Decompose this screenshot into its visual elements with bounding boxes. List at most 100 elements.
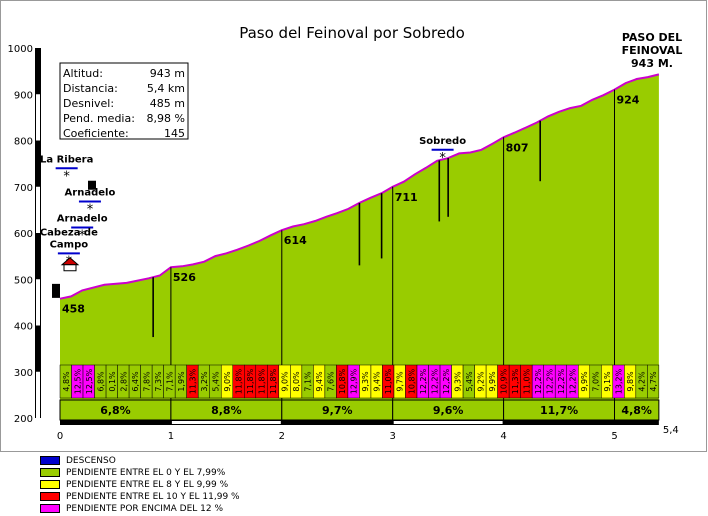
grade-cell-label: 9,4% bbox=[373, 371, 382, 392]
grade-cell-label: 4,8% bbox=[62, 371, 71, 392]
km-altitude-label: 458 bbox=[62, 303, 85, 316]
grade-cell-label: 9,1% bbox=[603, 371, 612, 392]
legend-item: PENDIENTE ENTRE EL 10 Y EL 11,99 % bbox=[40, 492, 240, 503]
grade-cell-label: 2,8% bbox=[119, 371, 128, 392]
stats-box-frame bbox=[59, 62, 189, 140]
stat-label: Coeficiente: bbox=[63, 127, 129, 140]
legend-swatch bbox=[40, 492, 60, 501]
grade-cell-label: 9,7% bbox=[396, 371, 405, 392]
grade-cell-label: 12,2% bbox=[430, 368, 439, 394]
grade-cell-label: 12,5% bbox=[85, 368, 94, 394]
grade-cell-label: 5,4% bbox=[212, 371, 221, 392]
grade-cell-label: 12,2% bbox=[546, 368, 555, 394]
grade-cell-label: 9,2% bbox=[476, 371, 485, 392]
y-axis-band bbox=[36, 94, 40, 141]
grade-cell-label: 5,4% bbox=[465, 371, 474, 392]
place-star-icon: * bbox=[63, 169, 70, 184]
grade-cell-label: 12,5% bbox=[73, 368, 82, 394]
grade-cell-label: 9,0% bbox=[281, 371, 290, 392]
legend-item: PENDIENTE POR ENCIMA DEL 12 % bbox=[40, 504, 223, 515]
grade-cell-label: 12,2% bbox=[557, 368, 566, 394]
x-tick-label: 2 bbox=[279, 431, 285, 442]
stat-value: 145 bbox=[164, 127, 185, 140]
x-tick-label: 5 bbox=[611, 431, 617, 442]
grade-cell-label: 0,1% bbox=[108, 371, 117, 392]
y-tick-label: 300 bbox=[14, 368, 33, 379]
x-tick-label: 1 bbox=[168, 431, 174, 442]
y-tick-label: 700 bbox=[14, 183, 33, 194]
grade-cell-label: 7,1% bbox=[304, 371, 313, 392]
y-tick-label: 800 bbox=[14, 137, 33, 148]
grade-cell-label: 1,9% bbox=[177, 371, 186, 392]
grade-cell-label: 9,0% bbox=[223, 371, 232, 392]
stat-label: Distancia: bbox=[63, 82, 118, 95]
grade-cell-label: 10,9% bbox=[499, 368, 508, 394]
grade-cell-label: 11,8% bbox=[258, 368, 267, 394]
x-tick-label: 0 bbox=[57, 431, 63, 442]
y-axis-band bbox=[36, 186, 40, 233]
y-tick-label: 500 bbox=[14, 275, 33, 286]
segment-grades: 6,8% 8,8% 9,7% 9,6% 11,7% 4,8% bbox=[59, 399, 660, 421]
km-altitude-label: 614 bbox=[284, 234, 307, 247]
x-axis-band bbox=[393, 421, 503, 424]
house-icon-body bbox=[63, 264, 77, 272]
place-label: Sobredo bbox=[419, 136, 466, 147]
place-star-icon: * bbox=[79, 228, 86, 243]
y-axis-notch bbox=[52, 283, 60, 298]
grade-cell-label: 11,3% bbox=[511, 368, 520, 394]
places: La Ribera*Arnadelo*Arnadelo*Cabeza deCam… bbox=[40, 136, 466, 272]
segment-grade-label: 4,8% bbox=[621, 404, 652, 417]
km-altitude-label: 526 bbox=[173, 271, 196, 284]
legend-label: DESCENSO bbox=[66, 456, 116, 466]
x-axis-bar bbox=[60, 420, 659, 425]
grade-cell-label: 11,8% bbox=[246, 368, 255, 394]
grade-cell-label: 3,2% bbox=[200, 371, 209, 392]
x-end-label: 5,4 bbox=[663, 425, 679, 436]
grade-cell-label: 9,9% bbox=[580, 371, 589, 392]
grade-cell bbox=[647, 364, 660, 399]
y-tick-label: 900 bbox=[14, 90, 33, 101]
stats-box: Altitud: 943 m Distancia: 5,4 km Desnivel: 48… bbox=[59, 62, 189, 140]
km-altitude-label: 711 bbox=[395, 191, 418, 204]
place-label: Arnadelo bbox=[57, 213, 108, 224]
grade-cell-label: 4,7% bbox=[649, 371, 658, 392]
grade-cell-label: 11,0% bbox=[522, 368, 531, 394]
segment-grade-box bbox=[614, 399, 660, 421]
stat-value: 485 m bbox=[150, 97, 185, 110]
x-axis-band bbox=[171, 421, 281, 424]
stat-value: 5,4 km bbox=[147, 82, 185, 95]
grade-cell-label: 12,9% bbox=[350, 368, 359, 394]
legend-swatch bbox=[40, 468, 60, 477]
summit-label-line: 943 M. bbox=[631, 57, 673, 70]
chart-title: Paso del Feinoval por Sobredo bbox=[239, 24, 465, 42]
grade-cell-label: 7,1% bbox=[165, 371, 174, 392]
legend-swatch bbox=[40, 480, 60, 489]
x-tick-label: 4 bbox=[500, 431, 506, 442]
grade-cell-label: 11,0% bbox=[384, 368, 393, 394]
summit-label-line: FEINOVAL bbox=[622, 44, 683, 57]
km-altitude-label: 924 bbox=[617, 94, 640, 107]
grade-cell-label: 12,2% bbox=[534, 368, 543, 394]
legend-swatch bbox=[40, 504, 60, 513]
grade-cell-label: 9,9% bbox=[488, 371, 497, 392]
x-tick-label: 3 bbox=[390, 431, 396, 442]
grade-cell-label: 11,8% bbox=[235, 368, 244, 394]
grade-cell-label: 7,6% bbox=[327, 371, 336, 392]
stat-value: 8,98 % bbox=[147, 112, 185, 125]
y-tick-label: 400 bbox=[14, 322, 33, 333]
place-label: Campo bbox=[50, 239, 89, 250]
grade-cell-label: 12,2% bbox=[442, 368, 451, 394]
stat-label: Desnivel: bbox=[63, 97, 114, 110]
summit-label-line: PASO DEL bbox=[622, 31, 682, 44]
grade-cell-label: 11,3% bbox=[188, 368, 197, 394]
grade-cell-label: 10,8% bbox=[407, 368, 416, 394]
place-label: Cabeza de bbox=[40, 227, 98, 238]
church-icon bbox=[88, 180, 96, 190]
y-axis-band bbox=[36, 279, 40, 326]
axes: 1000 900 800 700 600 500 400 300 200 0 1 2 3 4 5 5,4 bbox=[8, 44, 679, 442]
legend-item: DESCENSO bbox=[40, 456, 116, 467]
segment-grade-label: 9,7% bbox=[322, 404, 353, 417]
stat-label: Altitud: bbox=[63, 67, 103, 80]
grade-cell-label: 10,8% bbox=[338, 368, 347, 394]
